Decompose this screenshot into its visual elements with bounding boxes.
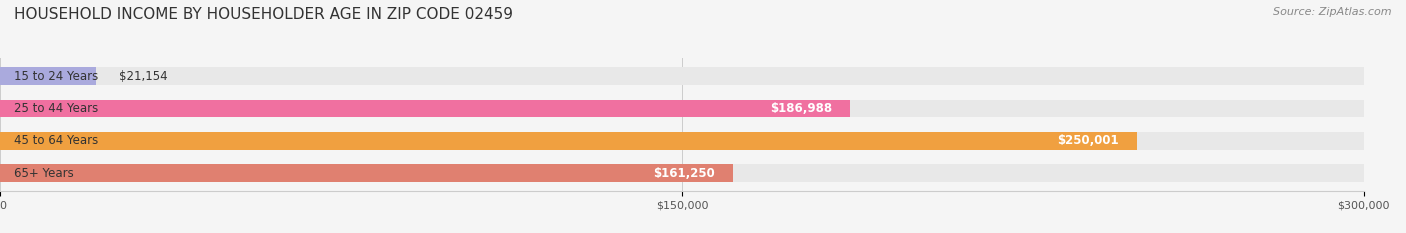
Text: 65+ Years: 65+ Years bbox=[14, 167, 73, 180]
Bar bbox=[0, 99, 851, 117]
Bar bbox=[0, 99, 1364, 117]
Text: $250,001: $250,001 bbox=[1057, 134, 1118, 147]
Bar bbox=[0, 164, 733, 182]
Text: 25 to 44 Years: 25 to 44 Years bbox=[14, 102, 98, 115]
Bar bbox=[0, 132, 1364, 150]
Bar bbox=[0, 67, 96, 85]
Text: $21,154: $21,154 bbox=[120, 70, 167, 82]
Bar bbox=[0, 132, 1136, 150]
Text: $186,988: $186,988 bbox=[769, 102, 832, 115]
Text: 15 to 24 Years: 15 to 24 Years bbox=[14, 70, 98, 82]
Text: $161,250: $161,250 bbox=[654, 167, 714, 180]
Bar bbox=[0, 67, 1364, 85]
Bar bbox=[0, 164, 1364, 182]
Text: HOUSEHOLD INCOME BY HOUSEHOLDER AGE IN ZIP CODE 02459: HOUSEHOLD INCOME BY HOUSEHOLDER AGE IN Z… bbox=[14, 7, 513, 22]
Text: 45 to 64 Years: 45 to 64 Years bbox=[14, 134, 98, 147]
Text: Source: ZipAtlas.com: Source: ZipAtlas.com bbox=[1274, 7, 1392, 17]
